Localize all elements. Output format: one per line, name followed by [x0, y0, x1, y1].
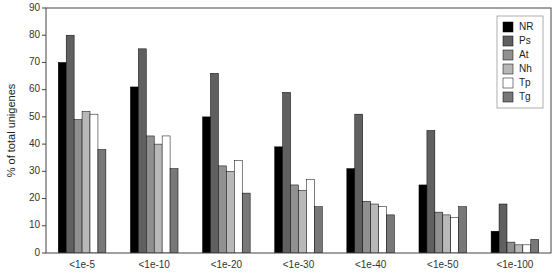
tick-label: <1e-100: [496, 259, 533, 270]
bar: [162, 136, 170, 253]
bar: [98, 150, 106, 253]
bar: [491, 231, 499, 253]
tick-mark: [42, 225, 46, 226]
tick-label: <1e-10: [139, 259, 171, 270]
bar: [531, 239, 539, 253]
bar: [210, 73, 218, 253]
tick-mark: [42, 8, 46, 9]
bar: [419, 185, 427, 253]
legend-label: Ps: [519, 35, 531, 46]
bar: [523, 245, 531, 253]
tick-mark: [42, 144, 46, 145]
tick-label: 90: [29, 2, 41, 13]
tick-mark: [42, 35, 46, 36]
bar: [90, 114, 98, 253]
bar: [371, 204, 379, 253]
legend: NR Ps At Nh Tp Tg: [497, 16, 543, 108]
bar: [170, 169, 178, 253]
bar: [314, 207, 322, 253]
bar: [427, 131, 435, 254]
tick-label: 20: [29, 192, 41, 203]
bar: [291, 185, 299, 253]
tick-label: <1e-5: [69, 259, 95, 270]
bar: [299, 190, 307, 253]
bar: [146, 136, 154, 253]
bar: [435, 212, 443, 253]
tick-label: <1e-20: [211, 259, 243, 270]
bar: [499, 204, 507, 253]
tick-label: 80: [29, 29, 41, 40]
bar: [234, 160, 242, 253]
bar: [515, 245, 523, 253]
y-axis: 0 10 20 30 40 50 60 70 80 90: [29, 2, 46, 258]
tick-label: <1e-30: [283, 259, 315, 270]
legend-swatch: [503, 78, 513, 88]
legend-label: Nh: [519, 63, 532, 74]
bar: [451, 218, 459, 253]
bar: [74, 120, 82, 253]
bar: [66, 35, 74, 253]
legend-box: [497, 16, 543, 108]
bar: [347, 169, 355, 253]
bar: [275, 147, 283, 253]
x-axis: <1e-5 <1e-10 <1e-20 <1e-30 <1e-40 <1e-50 <1e-1…: [69, 259, 534, 270]
tick-mark: [42, 253, 46, 254]
bars: [58, 35, 538, 253]
legend-swatch: [503, 50, 513, 60]
bar: [154, 144, 162, 253]
tick-mark: [42, 89, 46, 90]
tick-label: 0: [34, 247, 40, 258]
plot-frame: [46, 8, 551, 253]
bar: [218, 166, 226, 253]
bar: [379, 207, 387, 253]
bar: [226, 171, 234, 253]
bar: [58, 62, 66, 253]
bar: [355, 114, 363, 253]
tick-label: <1e-40: [355, 259, 387, 270]
tick-mark: [42, 171, 46, 172]
legend-label: Tg: [519, 91, 531, 102]
bar: [138, 49, 146, 253]
tick-label: 70: [29, 56, 41, 67]
tick-mark: [42, 198, 46, 199]
legend-swatch: [503, 22, 513, 32]
bar: [363, 201, 371, 253]
bar: [283, 92, 291, 253]
axis-title: % of total unigenes: [5, 83, 17, 177]
legend-label: At: [519, 49, 529, 60]
bar: [387, 215, 395, 253]
legend-label: Tp: [519, 77, 531, 88]
tick-label: 60: [29, 83, 41, 94]
bar: [242, 193, 250, 253]
bar: [459, 207, 467, 253]
tick-label: 30: [29, 165, 41, 176]
bar: [130, 87, 138, 253]
tick-label: <1e-50: [427, 259, 459, 270]
tick-label: 10: [29, 219, 41, 230]
legend-label: NR: [519, 21, 533, 32]
bar: [507, 242, 515, 253]
tick-label: 40: [29, 138, 41, 149]
tick-mark: [42, 62, 46, 63]
bar: [203, 117, 211, 253]
legend-swatch: [503, 64, 513, 74]
tick-label: 50: [29, 111, 41, 122]
bar: [306, 180, 314, 254]
bar: [82, 111, 90, 253]
legend-swatch: [503, 92, 513, 102]
bar: [443, 215, 451, 253]
chart: 0 10 20 30 40 50 60 70 80 90 % of total unigenes <1…: [0, 0, 559, 279]
tick-mark: [42, 116, 46, 117]
legend-swatch: [503, 36, 513, 46]
